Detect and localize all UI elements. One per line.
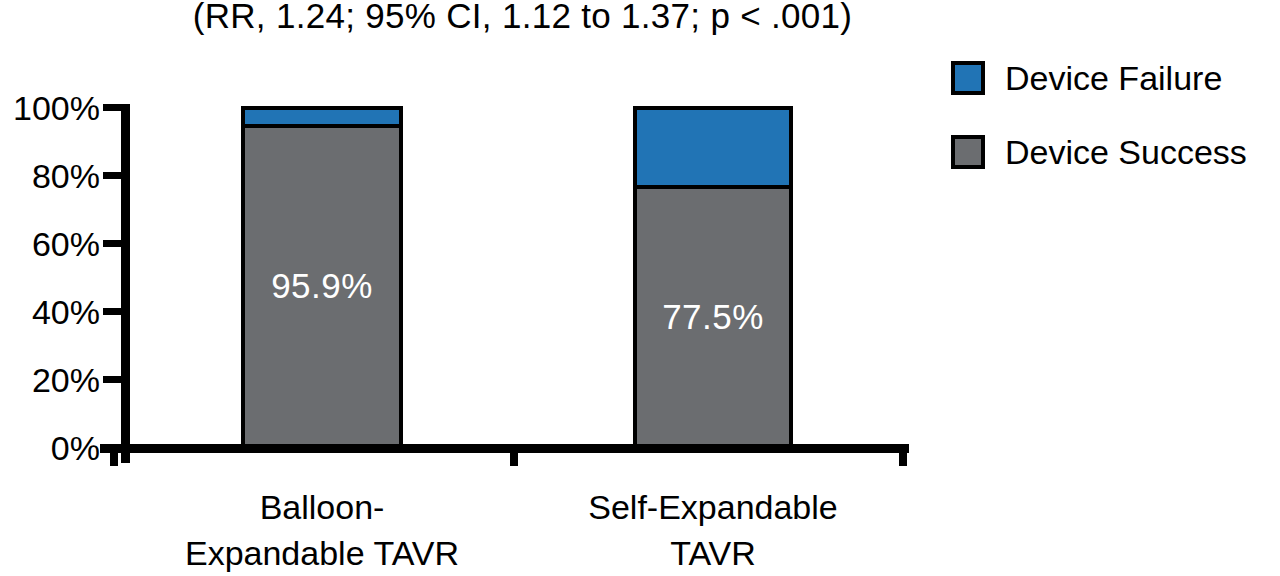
y-tick-label-40: 40%	[0, 292, 100, 332]
y-axis-tick-100	[103, 104, 122, 111]
bar-segment-device-failure	[637, 110, 789, 189]
bar-segment-device-failure	[245, 110, 399, 128]
legend-item-device-failure: Device Failure	[951, 60, 1247, 96]
legend-label-device-success: Device Success	[1005, 134, 1247, 170]
y-axis-line	[121, 104, 130, 463]
y-axis-tick-40	[103, 308, 122, 315]
y-tick-label-80: 80%	[0, 156, 100, 196]
bar-segment-device-success: 95.9%	[245, 128, 399, 444]
bar-self-expandable-tavr: 77.5%	[633, 106, 793, 448]
bar-segment-device-success: 77.5%	[637, 189, 789, 444]
x-category-label-balloon-expandable: Balloon- Expandable TAVR	[122, 484, 522, 576]
legend: Device Failure Device Success	[951, 60, 1247, 170]
x-axis-tick-right	[899, 452, 907, 466]
legend-swatch-device-failure-icon	[951, 61, 985, 95]
chart-title: (RR, 1.24; 95% CI, 1.12 to 1.37; p < .00…	[0, 0, 1045, 39]
legend-swatch-device-success-icon	[951, 135, 985, 169]
bar-value-label: 77.5%	[662, 297, 764, 337]
legend-item-device-success: Device Success	[951, 134, 1247, 170]
y-axis-tick-20	[103, 376, 122, 383]
y-tick-label-20: 20%	[0, 360, 100, 400]
y-axis-tick-60	[103, 240, 122, 247]
y-tick-label-100: 100%	[0, 88, 100, 128]
x-axis-tick-left	[110, 452, 118, 466]
bar-value-label: 95.9%	[271, 266, 373, 306]
bar-balloon-expandable-tavr: 95.9%	[241, 106, 403, 448]
x-category-label-self-expandable: Self-Expandable TAVR	[513, 484, 913, 576]
legend-label-device-failure: Device Failure	[1005, 60, 1222, 96]
y-tick-label-60: 60%	[0, 224, 100, 264]
x-axis-tick-middle	[510, 452, 518, 466]
y-tick-label-0: 0%	[0, 428, 100, 468]
y-axis-tick-80	[103, 172, 122, 179]
stacked-bar-chart-figure: (RR, 1.24; 95% CI, 1.12 to 1.37; p < .00…	[0, 0, 1280, 576]
